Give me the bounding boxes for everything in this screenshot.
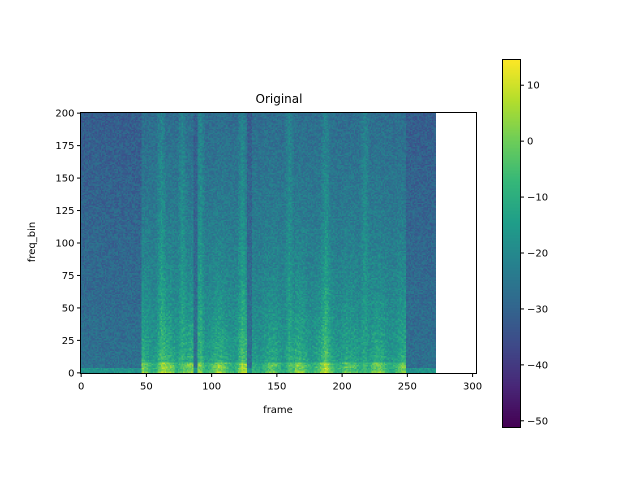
colorbar-tick-label: −40 xyxy=(527,360,548,371)
colorbar-tick-label: −10 xyxy=(527,193,548,204)
y-axis-label: freq_bin xyxy=(27,222,38,262)
colorbar-tick-label: 0 xyxy=(527,137,533,148)
colorbar-gradient xyxy=(502,59,520,427)
x-tick-label: 100 xyxy=(202,382,221,393)
y-tick-label: 125 xyxy=(55,206,74,217)
spectrogram-heatmap xyxy=(80,112,436,373)
x-axis-label: frame xyxy=(263,405,293,416)
axes-frame xyxy=(80,112,477,374)
colorbar-tick-label: −50 xyxy=(527,416,548,427)
y-tick-label: 175 xyxy=(55,141,74,152)
colorbar-tick-label: 10 xyxy=(527,81,540,92)
chart-title: Original xyxy=(256,92,303,106)
y-tick-label: 25 xyxy=(62,336,75,347)
x-tick-label: 0 xyxy=(78,382,84,393)
y-tick-label: 100 xyxy=(55,239,74,250)
colorbar-frame xyxy=(502,59,521,428)
x-tick-label: 200 xyxy=(333,382,352,393)
y-tick-label: 75 xyxy=(62,271,75,282)
y-tick-label: 50 xyxy=(62,303,75,314)
y-tick-label: 150 xyxy=(55,174,74,185)
colorbar-tick-label: −30 xyxy=(527,304,548,315)
x-tick-label: 250 xyxy=(398,382,417,393)
x-tick-label: 50 xyxy=(140,382,153,393)
y-tick-label: 0 xyxy=(68,368,74,379)
x-tick-label: 300 xyxy=(463,382,482,393)
y-tick-label: 200 xyxy=(55,109,74,120)
x-tick-label: 150 xyxy=(267,382,286,393)
colorbar-tick-label: −20 xyxy=(527,249,548,260)
